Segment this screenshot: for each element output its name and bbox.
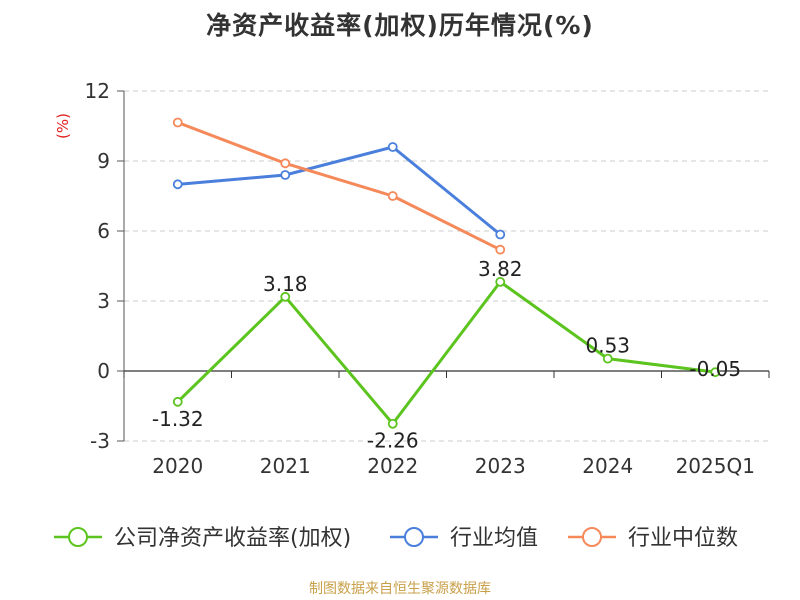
x-tick-label: 2024: [582, 454, 633, 478]
legend-item: 行业中位数: [568, 526, 738, 551]
x-tick-label: 2025Q1: [676, 454, 755, 478]
data-point: [387, 191, 398, 201]
chart-title: 净资产收益率(加权)历年情况(%): [206, 11, 594, 40]
data-point: [280, 170, 291, 180]
data-point: [495, 276, 506, 287]
legend-swatch-marker: [582, 527, 602, 547]
x-tick-label: 2023: [475, 454, 526, 478]
x-tick-label: 2020: [152, 454, 203, 478]
axes: -3 0 3 6 9 12 2020 2021 2022 2023 2024 2025Q1 (%): [54, 79, 770, 478]
legend-item: 行业均值: [390, 526, 538, 551]
y-tick-label: 0: [97, 359, 110, 383]
data-label: 3.82: [478, 257, 523, 281]
data-point: [280, 291, 291, 302]
data-label: -2.26: [367, 429, 419, 453]
data-labels: -1.32 3.18 -2.26 3.82 0.53 -0.05: [152, 257, 741, 453]
source-note: 制图数据来自恒生聚源数据库: [309, 581, 491, 597]
legend-swatch-marker: [68, 527, 88, 547]
data-label: 3.18: [263, 272, 308, 296]
data-point: [495, 244, 506, 255]
data-point: [710, 367, 721, 378]
data-point: [495, 229, 506, 240]
data-point: [280, 158, 291, 169]
series-line: [177, 145, 502, 236]
x-tick-label: 2022: [367, 454, 418, 478]
data-label: -1.32: [152, 407, 204, 431]
data-point: [172, 396, 183, 407]
legend-label: 公司净资产收益率(加权): [114, 526, 351, 551]
data-point: [172, 117, 183, 128]
y-tick-label: 6: [97, 219, 110, 243]
data-point: [172, 179, 183, 190]
legend-item: 公司净资产收益率(加权): [54, 526, 351, 551]
data-label: -0.05: [689, 357, 741, 381]
y-axis-unit-label: (%): [54, 113, 72, 139]
y-tick-label: 9: [97, 149, 110, 173]
data-point: [602, 353, 613, 364]
series-line: [177, 121, 501, 252]
data-label: 0.53: [585, 334, 630, 358]
grid-lines: [124, 90, 769, 442]
legend: 公司净资产收益率(加权) 行业均值 行业中位数: [54, 526, 738, 551]
data-point: [387, 142, 398, 152]
legend-label: 行业均值: [450, 526, 538, 551]
series-line: [176, 280, 716, 426]
legend-label: 行业中位数: [628, 526, 738, 551]
legend-swatch-marker: [404, 527, 424, 547]
y-tick-label: 12: [85, 79, 110, 103]
series-lines: [172, 117, 721, 429]
y-tick-label: 3: [97, 289, 110, 313]
x-tick-label: 2021: [260, 454, 311, 478]
data-point: [387, 418, 398, 429]
y-tick-label: -3: [90, 429, 110, 453]
